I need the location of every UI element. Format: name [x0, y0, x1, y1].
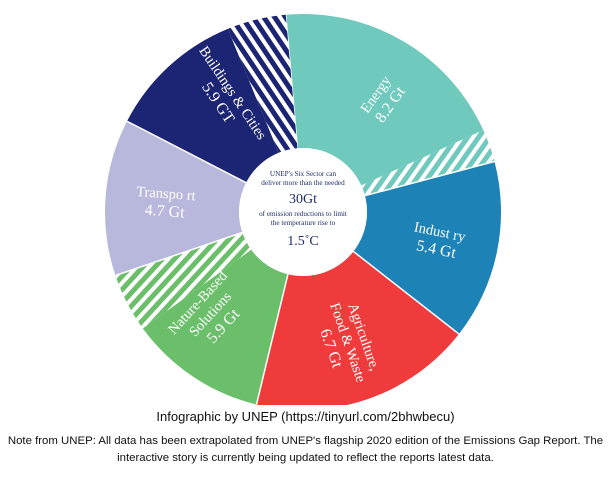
source-note: Note from UNEP: All data has been extrap… — [7, 435, 604, 464]
sector-buildings-cities — [127, 28, 279, 183]
sector-separator — [352, 250, 460, 335]
sector-hatch-energy — [361, 130, 495, 196]
center-text-line2: deliver more than the needed — [261, 179, 345, 187]
sector-hatch-nature-based-solutions — [115, 232, 252, 329]
sector-transport — [105, 121, 247, 276]
sector-separator — [126, 120, 247, 184]
center-text-line3: of emission reductions to limit — [259, 210, 347, 218]
donut-chart: Energy 8.2 Gt Indust ry 5.4 Gt Agriculture, F… — [105, 14, 502, 405]
sector-label-transport: Transpo rt4.7 Gt — [136, 184, 197, 222]
sector-separator — [115, 231, 243, 277]
sector-hatch-buildings-cities — [227, 14, 298, 153]
sector-industry — [353, 161, 502, 335]
sector-value-text: 4.7 Gt — [144, 202, 186, 222]
center-target: 1.5˚C — [287, 234, 319, 249]
sector-agriculture-food-waste — [256, 251, 459, 405]
sector-separator — [364, 160, 495, 197]
center-text-line4: the temperature rise to — [271, 219, 336, 227]
sector-name-text: Transpo rt — [136, 184, 197, 204]
center-total: 30Gt — [289, 192, 317, 207]
infographic-credit: Infographic by UNEP (https://tinyurl.com… — [156, 409, 455, 424]
center-text-line1: UNEP's Six Sector can — [270, 170, 337, 178]
center-hole — [239, 148, 367, 276]
sector-nature-based-solutions — [142, 249, 288, 405]
sector-energy — [285, 14, 484, 186]
sector-separator — [255, 274, 289, 405]
